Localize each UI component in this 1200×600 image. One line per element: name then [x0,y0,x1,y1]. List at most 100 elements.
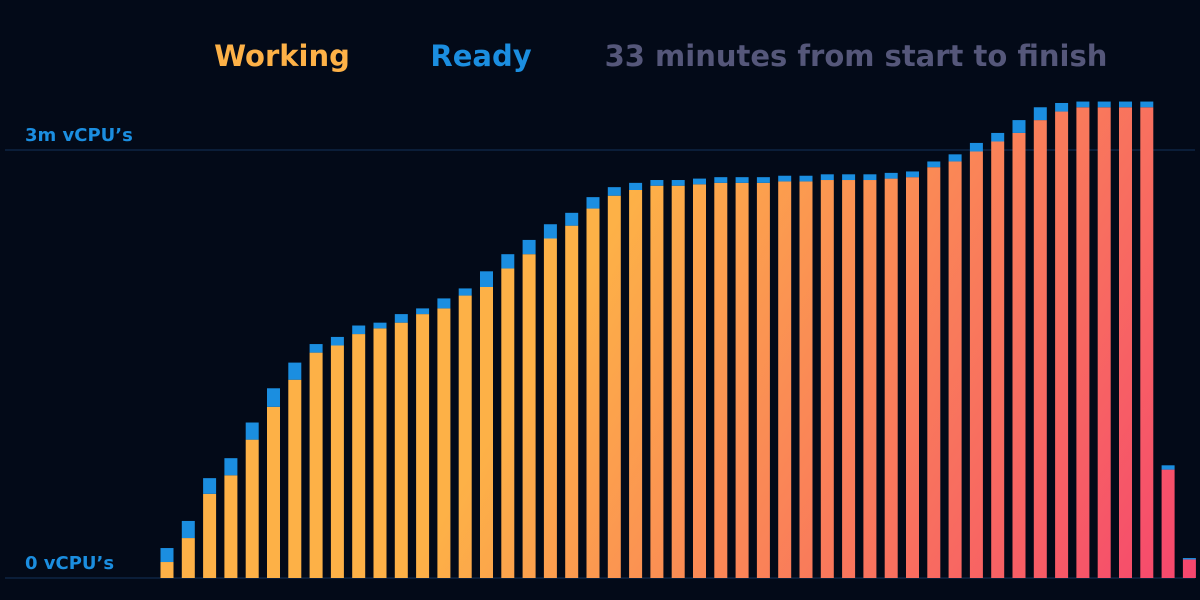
y-tick-label: 3m vCPU’s [25,125,133,146]
bar-segment [288,379,302,578]
bar-segment [671,180,685,186]
bar-segment [330,345,344,578]
bar-segment [756,182,770,578]
bar-segment [778,181,792,579]
bar-segment [1033,120,1047,579]
bar-segment [607,195,621,579]
bar-segment [1012,132,1026,579]
bar-segment [245,422,259,440]
bar-segment [1119,101,1132,108]
bar-segment [714,182,728,578]
bar-segment [1076,107,1090,578]
bar-segment [160,562,174,578]
bar-segment [203,478,217,494]
bar-segment [927,161,941,168]
bar-segment [969,151,983,578]
bar-segment [693,178,706,185]
bar-segment [1033,107,1047,121]
bar-segment [160,548,174,563]
bar-segment [948,154,962,162]
bar-segment [373,322,387,329]
bar-segment [756,177,770,183]
bar-segment [586,208,600,578]
legend-entry: Ready [430,39,531,73]
bar-segment [650,180,664,186]
bar-segment [501,254,515,269]
bar-segment [927,167,941,579]
bar-segment [842,180,856,578]
bar-segment [373,328,387,578]
bar-segment [565,225,579,579]
bar-segment [991,132,1005,142]
bar-segment [906,177,919,579]
bar-segment [416,308,430,315]
bar-segment [309,352,323,578]
bar-segment [906,171,919,178]
bar-segment [1140,101,1154,108]
bar-segment [948,161,962,578]
bar-segment [820,174,834,181]
bar-segment [394,322,408,578]
bar-segment [1161,465,1175,470]
bar-segment [437,308,451,578]
bar-segment [437,298,451,309]
bar-segment [671,185,685,578]
bar-segment [884,178,898,578]
bar-segment [480,287,493,578]
bar-segment [799,175,813,182]
bar-segment [778,175,792,182]
bar-segment [884,172,898,179]
bar-segment [1140,107,1154,578]
bar-segment [714,177,728,183]
bar-segment [181,538,195,578]
bar-segment [863,174,877,181]
bar-segment [1076,101,1090,108]
bar-segment [1097,101,1111,108]
bar-segment [693,184,706,578]
bar-segment [458,295,472,578]
bar-segment [735,182,749,578]
bar-segment [203,493,217,578]
bar-segment [458,288,472,296]
bar-segment [1097,107,1111,578]
bar-segment [1119,107,1132,578]
bar-segment [629,182,643,190]
bar-segment [842,174,856,181]
bar-segment [416,314,430,578]
bar-segment [352,334,366,578]
bar-segment [799,181,813,579]
bar-segment [1012,120,1026,133]
bar-segment [267,406,280,578]
bar-segment [245,439,259,578]
bar-segment [543,238,557,578]
bar-segment [1182,559,1196,578]
legend-entry: Working [214,39,350,73]
bar-segment [1182,558,1196,560]
bar-segment [863,180,877,578]
bar-segment [522,254,536,579]
annotation: 33 minutes from start to finish [605,39,1108,73]
bar-segment [629,190,643,578]
bar-segment [586,197,600,209]
bar-segment [330,336,344,346]
bar-segment [1055,111,1069,578]
bar-segment [181,520,195,539]
bar-segment [565,212,579,226]
bar-segment [352,325,366,335]
bar-segment [1055,102,1069,112]
bar-segment [394,314,408,323]
bar-segment [288,362,302,380]
bar-segment [309,344,323,353]
bar-segment [501,268,515,578]
bar-segment [991,141,1005,578]
bar-segment [650,185,664,578]
bar-segment [1161,469,1175,578]
y-tick-label: 0 vCPU’s [25,553,114,574]
bar-segment [969,142,983,152]
bar-segment [735,177,749,183]
bar-segment [820,180,834,578]
bar-segment [607,187,621,196]
bar-segment [224,475,238,578]
bar-segment [522,239,536,255]
